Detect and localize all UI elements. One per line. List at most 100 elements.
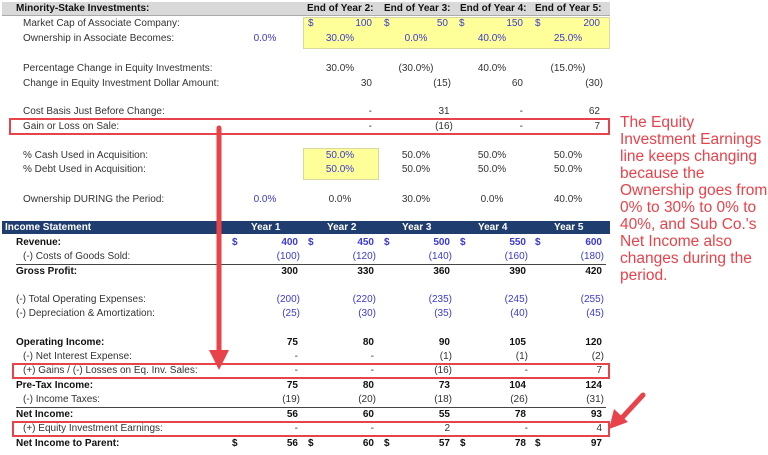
interest-y2: - [370, 351, 374, 362]
ownership-during-y4: 0.0% [480, 194, 504, 205]
cash-debt-input-block [303, 148, 379, 180]
da-y5[interactable]: (45) [586, 308, 604, 319]
pct-change-label: Percentage Change in Equity Investments: [23, 63, 213, 74]
year3-header: Year 3 [402, 222, 432, 233]
ownership-becomes-y4[interactable]: 40.0% [477, 33, 507, 44]
cogs-y1[interactable]: (100) [276, 251, 300, 262]
gains-y5: 7 [596, 365, 602, 376]
cost-basis-row: - 31 - 62 [0, 105, 768, 119]
ni-parent-currency: $ [535, 438, 541, 449]
op-income-y3: 90 [438, 337, 450, 348]
revenue-row: $ 400 $ 450 $ 500 $ 550 $ 600 [0, 236, 768, 250]
cogs-y2[interactable]: (120) [352, 251, 376, 262]
taxes-y3: (18) [434, 394, 452, 405]
market-cap-y4[interactable]: 150 [506, 18, 523, 29]
gains-y2: - [370, 365, 374, 376]
gain-loss-y3: (16) [435, 121, 453, 132]
market-cap-row: $ 100 $ 50 $ 150 $ 200 [0, 17, 768, 31]
gain-loss-y5: 7 [594, 121, 600, 132]
ownership-becomes-label: Ownership in Associate Becomes: [23, 33, 175, 44]
pct-cash-y2[interactable]: 50.0% [325, 150, 355, 161]
opex-y4[interactable]: (245) [504, 294, 528, 305]
equity-earnings-row: - - 2 - 4 [0, 422, 768, 436]
revenue-currency: $ [232, 237, 238, 248]
gross-profit-y4: 390 [509, 266, 526, 277]
da-label: (-) Depreciation & Amortization: [16, 308, 155, 319]
pct-debt-y5: 50.0% [553, 164, 583, 175]
op-income-y1: 75 [286, 337, 298, 348]
da-y2[interactable]: (30) [358, 308, 376, 319]
pct-cash-y4: 50.0% [477, 150, 507, 161]
op-income-y5: 120 [585, 337, 602, 348]
cost-basis-y5: 62 [588, 106, 600, 117]
ownership-during-row: 0.0% 0.0% 30.0% 0.0% 40.0% [0, 193, 768, 207]
opex-y1[interactable]: (200) [276, 294, 300, 305]
da-y4[interactable]: (40) [510, 308, 528, 319]
pct-change-y5: (15.0%) [550, 63, 586, 74]
market-cap-y3[interactable]: 50 [436, 18, 448, 29]
cogs-y3[interactable]: (140) [428, 251, 452, 262]
pretax-row: 75 80 73 104 124 [0, 379, 768, 393]
col-header-year5: End of Year 5: [535, 3, 602, 14]
gains-y3: (16) [434, 365, 452, 376]
da-row: (25) (30) (35) (40) (45) [0, 307, 768, 321]
opex-y2[interactable]: (220) [352, 294, 376, 305]
revenue-y4[interactable]: 550 [509, 237, 526, 248]
pct-debt-y2[interactable]: 50.0% [325, 164, 355, 175]
equity-earnings-y5: 4 [596, 423, 602, 434]
da-y1[interactable]: (25) [282, 308, 300, 319]
revenue-y1[interactable]: 400 [281, 237, 298, 248]
pretax-y3: 73 [438, 380, 450, 391]
col-header-year2: End of Year 2: [307, 3, 374, 14]
ownership-during-y1: 0.0% [253, 194, 277, 205]
ownership-becomes-initial[interactable]: 0.0% [253, 33, 277, 44]
pct-cash-y3: 50.0% [401, 150, 431, 161]
revenue-label: Revenue: [16, 237, 62, 248]
revenue-y3[interactable]: 500 [433, 237, 450, 248]
pretax-y1: 75 [286, 380, 298, 391]
pct-change-y3: (30.0%) [398, 63, 434, 74]
col-header-year4: End of Year 4: [460, 3, 527, 14]
dollar-change-y4: 60 [511, 78, 523, 89]
op-income-y2: 80 [362, 337, 374, 348]
cost-basis-y2: - [368, 106, 372, 117]
equity-earnings-y1: - [294, 423, 298, 434]
ownership-becomes-y2[interactable]: 30.0% [325, 33, 355, 44]
ni-parent-y5: 97 [590, 438, 602, 449]
taxes-y2: (20) [358, 394, 376, 405]
gross-profit-y2: 330 [357, 266, 374, 277]
ownership-becomes-y3[interactable]: 0.0% [404, 33, 428, 44]
market-cap-y2[interactable]: 100 [355, 18, 372, 29]
equity-earnings-y3: 2 [444, 423, 450, 434]
gross-profit-y5: 420 [585, 266, 602, 277]
opex-label: (-) Total Operating Expenses: [16, 294, 146, 305]
col-header-year3: End of Year 3: [384, 3, 451, 14]
cogs-y5[interactable]: (180) [580, 251, 604, 262]
cost-basis-y3: 31 [438, 106, 450, 117]
down-arrow-icon [209, 125, 229, 370]
revenue-y2[interactable]: 450 [357, 237, 374, 248]
net-income-y4: 78 [514, 409, 526, 420]
da-y3[interactable]: (35) [434, 308, 452, 319]
ownership-becomes-row: 0.0% 30.0% 0.0% 40.0% 25.0% [0, 32, 768, 46]
opex-y5[interactable]: (255) [580, 294, 604, 305]
diagonal-arrow-icon [609, 392, 646, 429]
ownership-becomes-y5[interactable]: 25.0% [553, 33, 583, 44]
cogs-y4[interactable]: (160) [504, 251, 528, 262]
op-income-y4: 105 [509, 337, 526, 348]
dollar-change-y3: (15) [433, 78, 451, 89]
interest-label: (-) Net Interest Expense: [23, 351, 132, 362]
net-income-label: Net Income: [16, 409, 74, 420]
year1-header: Year 1 [251, 222, 281, 233]
gains-y1: - [294, 365, 298, 376]
ownership-during-y2: 0.0% [328, 194, 352, 205]
revenue-y5[interactable]: 600 [585, 237, 602, 248]
opex-y3[interactable]: (235) [428, 294, 452, 305]
input-block-yellow [303, 17, 610, 49]
income-statement-header: Income Statement Year 1 Year 2 Year 3 Ye… [2, 221, 610, 234]
market-cap-y5[interactable]: 200 [583, 18, 600, 29]
gains-y4: - [524, 365, 528, 376]
pretax-y2: 80 [362, 380, 374, 391]
dollar-change-row: 30 (15) 60 (30) [0, 77, 768, 91]
pct-cash-label: % Cash Used in Acquisition: [23, 150, 149, 161]
